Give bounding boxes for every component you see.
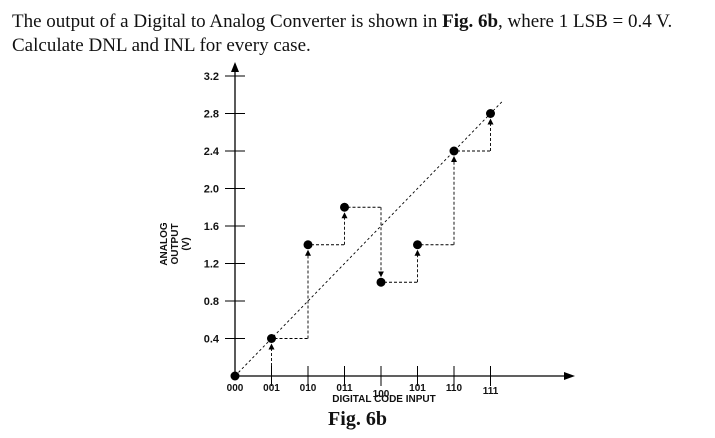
x-tick-label: 100 — [373, 389, 390, 400]
y-tick-label: 2.8 — [204, 109, 219, 121]
x-tick-label: 111 — [483, 386, 499, 397]
y-tick-label: 1.6 — [204, 221, 219, 233]
ideal-transfer-line — [234, 100, 504, 377]
data-point — [340, 202, 349, 212]
figure-caption: Fig. 6b — [328, 408, 387, 430]
y-axis-label: ANALOG OUTPUT (V) — [159, 222, 192, 266]
data-point — [486, 109, 495, 118]
data-point — [376, 277, 386, 287]
y-axis-label-line: OUTPUT — [170, 223, 181, 264]
y-tick-label: 1.2 — [204, 259, 219, 271]
data-point — [303, 240, 313, 250]
y-tick-label: 2.4 — [204, 146, 220, 158]
data-point — [413, 240, 422, 250]
data-point — [449, 146, 459, 156]
y-tick-label: 0.8 — [204, 296, 219, 308]
y-tick-label: 0.4 — [204, 334, 220, 346]
x-tick-label: 110 — [446, 383, 463, 394]
x-axis-arrow — [564, 372, 575, 380]
y-tick-label: 2.0 — [204, 184, 219, 196]
figure-reference: Fig. 6b — [442, 11, 499, 32]
problem-statement: The output of a Digital to Analog Conver… — [12, 10, 707, 58]
x-tick-label: 001 — [263, 383, 280, 394]
data-point — [230, 371, 240, 381]
data-point — [267, 334, 276, 343]
x-tick-label: 000 — [227, 383, 244, 394]
x-axis-label: DIGITAL CODE INPUT — [332, 394, 436, 405]
y-tick-label: 3.2 — [204, 71, 219, 83]
y-axis-arrow — [231, 62, 239, 72]
x-tick-label: 010 — [300, 383, 317, 394]
problem-text-1: The output of a Digital to Analog Conver… — [12, 11, 443, 32]
y-axis-label-line: (V) — [181, 237, 192, 250]
problem-text-2: , where 1 LSB = 0.4 V. Calculate DNL and… — [12, 11, 673, 56]
x-tick-label: 101 — [409, 383, 426, 394]
x-tick-label: 011 — [336, 383, 353, 394]
y-axis-label-line: ANALOG — [159, 222, 170, 266]
